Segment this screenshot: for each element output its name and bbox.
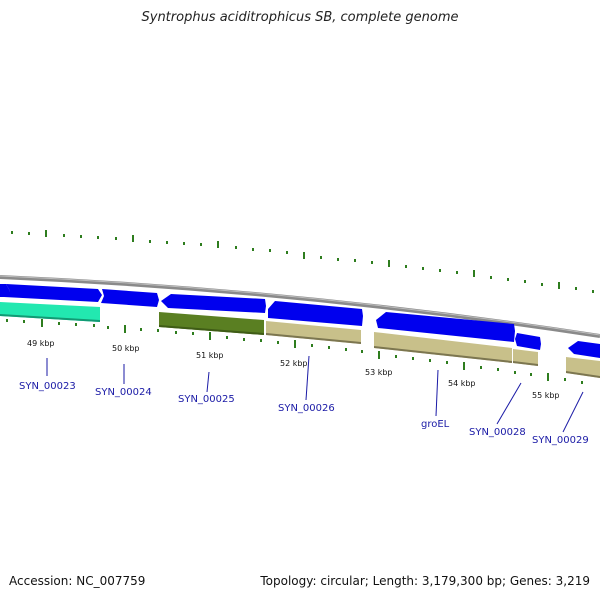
gene-label[interactable]: SYN_00029 [532, 435, 589, 446]
scale-label: 54 kbp [448, 379, 476, 388]
forward-strand-features [0, 284, 600, 358]
inner-tick-row [6, 319, 583, 384]
scale-label: 55 kbp [532, 391, 560, 400]
outer-tick-row [11, 230, 594, 293]
genome-stats-text: Topology: circular; Length: 3,179,300 bp… [260, 574, 590, 588]
cds-arrow [101, 289, 159, 307]
genome-title: Syntrophus aciditrophicus SB, complete g… [141, 10, 459, 25]
gene-leader-lines [46, 355, 584, 433]
accession-text: Accession: NC_007759 [9, 574, 146, 588]
cds-feature [266, 321, 361, 344]
scale-label: 51 kbp [196, 351, 224, 360]
cds-arrow [268, 301, 363, 326]
genome-backbone [0, 275, 600, 338]
reverse-strand-features [0, 302, 600, 378]
cds-arrow [376, 312, 515, 342]
cds-arrow [568, 341, 600, 358]
cds-arrow [161, 294, 266, 313]
scale-label: 52 kbp [280, 359, 308, 368]
cds-feature [374, 332, 512, 363]
scale-label: 53 kbp [365, 368, 393, 377]
gene-label[interactable]: SYN_00023 [19, 381, 76, 392]
gene-label[interactable]: SYN_00026 [278, 403, 335, 414]
cds-arrow [515, 333, 541, 350]
gene-label[interactable]: SYN_00025 [178, 394, 235, 405]
scale-label: 50 kbp [112, 344, 140, 353]
gene-label[interactable]: SYN_00028 [469, 427, 526, 438]
cds-arrow [4, 284, 102, 302]
cds-feature [159, 312, 264, 335]
scale-label: 49 kbp [27, 339, 55, 348]
gene-label[interactable]: SYN_00024 [95, 387, 152, 398]
gene-label[interactable]: groEL [421, 419, 450, 430]
